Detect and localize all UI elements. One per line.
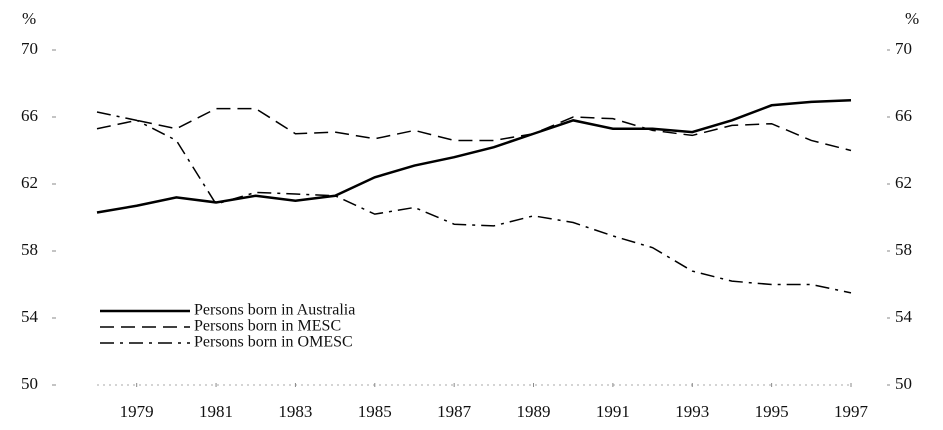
y-tick-label: 50	[21, 374, 38, 393]
legend-label: Persons born in Australia	[194, 302, 355, 319]
y-tick-label: 66	[21, 106, 38, 125]
x-tick-label: 1991	[596, 402, 630, 421]
x-tick-label: 1995	[755, 402, 789, 421]
legend-label: Persons born in OMESC	[194, 334, 353, 351]
y2-tick-label: 58	[895, 240, 912, 259]
y2-tick-label: 62	[895, 173, 912, 192]
x-tick-label: 1985	[358, 402, 392, 421]
x-tick-label: 1987	[437, 402, 472, 421]
y2-tick-label: 70	[895, 39, 912, 58]
x-tick-label: 1997	[834, 402, 869, 421]
series-line	[96, 99, 852, 214]
x-tick-label: 1983	[278, 402, 312, 421]
x-tick-label: 1981	[199, 402, 233, 421]
series-line	[96, 111, 852, 294]
y-tick-label: 54	[21, 307, 39, 326]
series-line	[96, 107, 852, 152]
y2-axis-label: %	[905, 9, 919, 28]
y2-tick-label: 66	[895, 106, 912, 125]
y2-tick-label: 50	[895, 374, 912, 393]
legend-label: Persons born in MESC	[194, 318, 341, 335]
y-tick-label: 62	[21, 173, 38, 192]
y-tick-label: 58	[21, 240, 38, 259]
x-tick-label: 1989	[517, 402, 551, 421]
y2-tick-label: 54	[895, 307, 913, 326]
x-tick-label: 1993	[675, 402, 709, 421]
y-tick-label: 70	[21, 39, 38, 58]
y-axis-label: %	[22, 9, 36, 28]
x-tick-label: 1979	[120, 402, 154, 421]
